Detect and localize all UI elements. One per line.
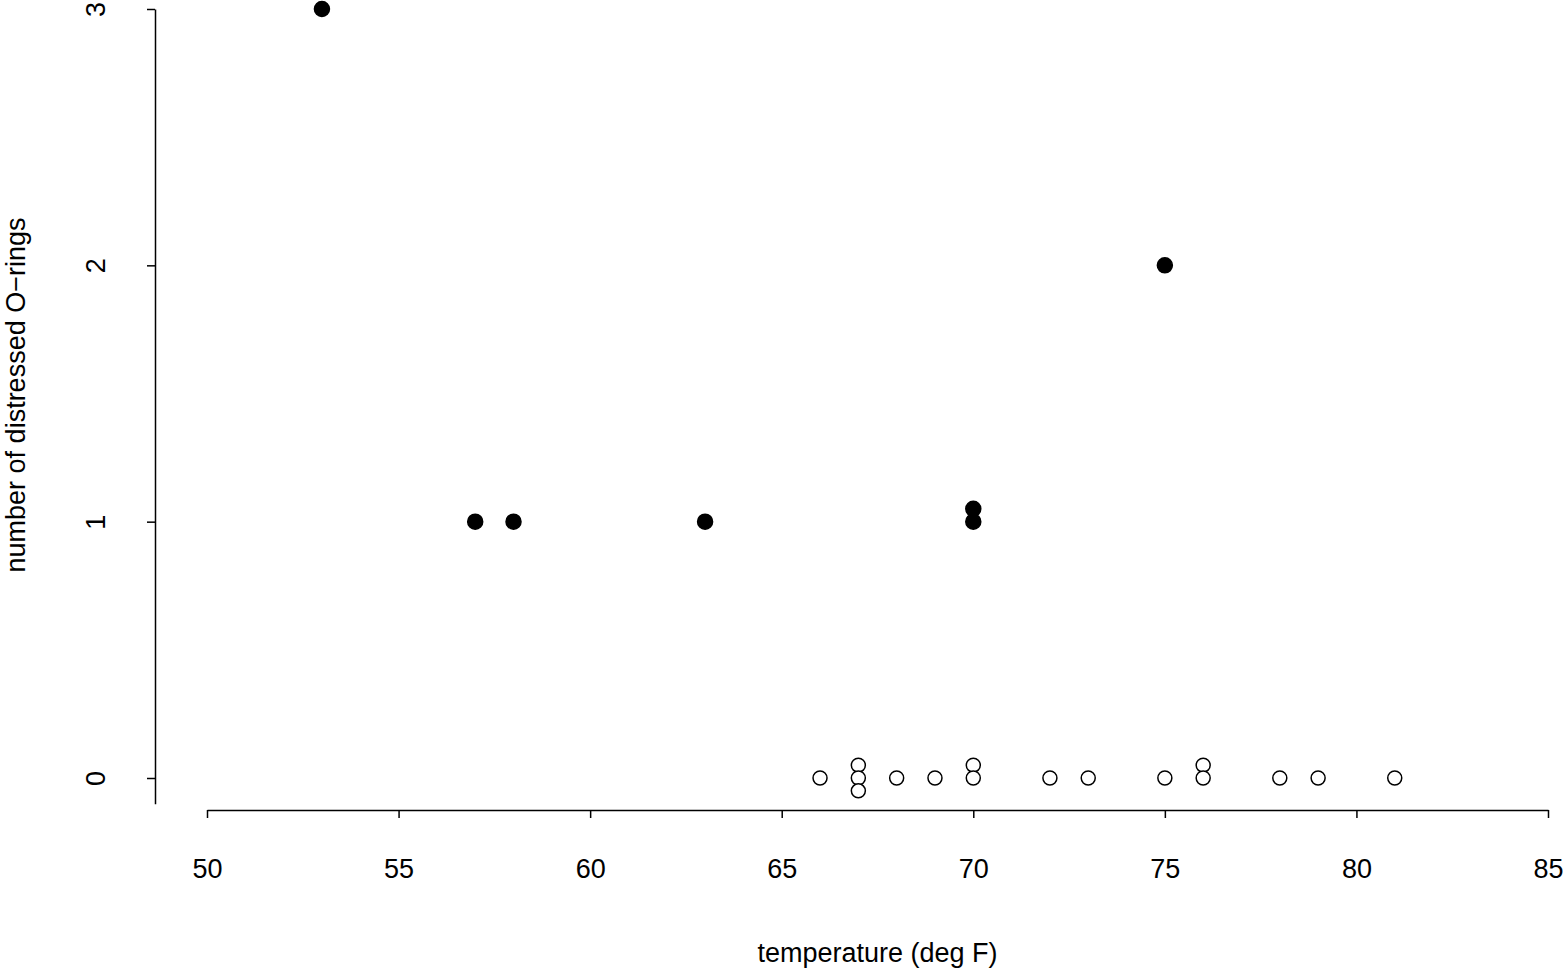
open-point bbox=[1311, 771, 1325, 785]
y-axis-line bbox=[155, 10, 157, 805]
y-tick: 1 bbox=[81, 515, 155, 530]
x-tick-mark bbox=[398, 810, 400, 818]
x-tick-mark bbox=[1356, 810, 1358, 818]
y-tick-label: 2 bbox=[81, 258, 111, 273]
x-tick: 65 bbox=[767, 810, 797, 884]
x-tick: 50 bbox=[192, 810, 222, 884]
x-tick-label: 80 bbox=[1342, 854, 1372, 884]
x-axis: 50 55 60 65 70 75 80 85 bbox=[192, 810, 1563, 884]
y-tick-label: 0 bbox=[81, 771, 111, 786]
open-point bbox=[1196, 758, 1210, 772]
x-tick-label: 85 bbox=[1533, 854, 1563, 884]
y-axis-title: number of distressed O−rings bbox=[1, 218, 31, 573]
x-tick-mark bbox=[1165, 810, 1167, 818]
open-point bbox=[1158, 771, 1172, 785]
y-tick-mark bbox=[147, 778, 155, 780]
x-axis-title: temperature (deg F) bbox=[757, 938, 997, 968]
open-point bbox=[851, 771, 865, 785]
open-point bbox=[1081, 771, 1095, 785]
open-point bbox=[1388, 771, 1402, 785]
filled-point bbox=[314, 2, 329, 17]
y-tick-mark bbox=[147, 9, 155, 11]
filled-point bbox=[698, 514, 713, 529]
x-tick: 75 bbox=[1150, 810, 1180, 884]
y-axis: 0 1 2 3 bbox=[81, 2, 156, 804]
x-tick-label: 75 bbox=[1150, 854, 1180, 884]
open-point bbox=[1043, 771, 1057, 785]
x-tick-mark bbox=[781, 810, 783, 818]
open-point bbox=[851, 758, 865, 772]
chart: 50 55 60 65 70 75 80 85 0 1 2 3 temperature (deg F) n… bbox=[0, 0, 1567, 970]
x-tick-mark bbox=[1548, 810, 1550, 818]
x-tick-label: 50 bbox=[192, 854, 222, 884]
filled-point bbox=[966, 501, 981, 516]
plot-area bbox=[314, 2, 1401, 798]
series bbox=[813, 758, 1402, 798]
y-tick-mark bbox=[147, 265, 155, 267]
filled-point bbox=[1157, 258, 1172, 273]
open-point bbox=[966, 771, 980, 785]
x-tick: 80 bbox=[1342, 810, 1372, 884]
x-tick-label: 65 bbox=[767, 854, 797, 884]
x-tick: 60 bbox=[576, 810, 606, 884]
filled-point bbox=[468, 514, 483, 529]
open-point bbox=[928, 771, 942, 785]
filled-point bbox=[506, 514, 521, 529]
x-tick-mark bbox=[590, 810, 592, 818]
open-point bbox=[890, 771, 904, 785]
open-point bbox=[1273, 771, 1287, 785]
x-tick-mark bbox=[207, 810, 209, 818]
x-axis-line bbox=[208, 810, 1549, 812]
series bbox=[314, 2, 1172, 530]
open-point bbox=[1196, 771, 1210, 785]
x-tick-mark bbox=[973, 810, 975, 818]
y-tick: 0 bbox=[81, 771, 155, 786]
x-tick-label: 55 bbox=[384, 854, 414, 884]
open-point bbox=[813, 771, 827, 785]
x-tick: 55 bbox=[384, 810, 414, 884]
y-tick: 2 bbox=[81, 258, 155, 273]
y-tick: 3 bbox=[81, 2, 155, 17]
x-tick: 85 bbox=[1533, 810, 1563, 884]
y-tick-label: 1 bbox=[81, 515, 111, 530]
open-point bbox=[851, 784, 865, 798]
x-tick-label: 60 bbox=[576, 854, 606, 884]
x-tick: 70 bbox=[959, 810, 989, 884]
y-tick-mark bbox=[147, 521, 155, 523]
open-point bbox=[966, 758, 980, 772]
x-tick-label: 70 bbox=[959, 854, 989, 884]
y-tick-label: 3 bbox=[81, 2, 111, 17]
